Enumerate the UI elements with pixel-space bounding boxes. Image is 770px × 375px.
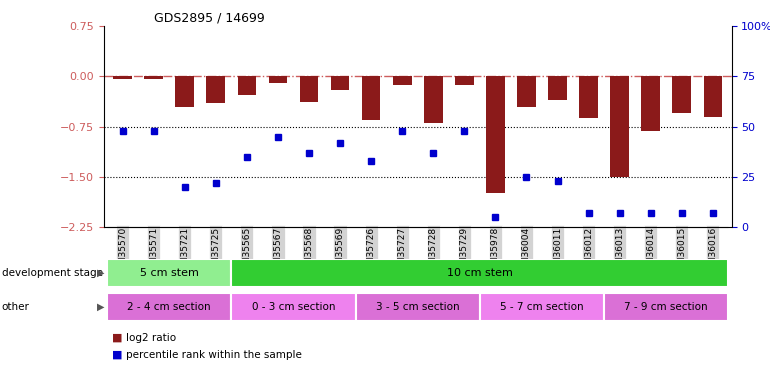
Bar [107,259,231,287]
Bar [331,76,350,90]
Bar [144,76,163,79]
Bar [548,76,567,100]
Bar [237,76,256,95]
Text: 5 - 7 cm section: 5 - 7 cm section [500,302,584,312]
Text: GDS2895 / 14699: GDS2895 / 14699 [154,11,265,24]
Text: 7 - 9 cm section: 7 - 9 cm section [624,302,708,312]
Bar [269,76,287,83]
Bar [604,292,728,321]
Bar [393,76,411,85]
Text: 5 cm stem: 5 cm stem [139,268,199,278]
Bar [176,76,194,106]
Bar [704,76,722,117]
Bar [579,76,598,118]
Bar [455,76,474,85]
Bar [113,76,132,79]
Text: other: other [2,302,29,312]
Bar [231,259,728,287]
Bar [356,292,480,321]
Text: 10 cm stem: 10 cm stem [447,268,513,278]
Bar [517,76,536,106]
Text: percentile rank within the sample: percentile rank within the sample [126,350,301,360]
Bar [362,76,380,120]
Bar [486,76,504,194]
Bar [641,76,660,131]
Text: log2 ratio: log2 ratio [126,333,176,343]
Text: 2 - 4 cm section: 2 - 4 cm section [127,302,211,312]
Bar [672,76,691,113]
Bar [480,292,604,321]
Text: 3 - 5 cm section: 3 - 5 cm section [376,302,460,312]
Bar [206,76,225,103]
Bar [231,292,356,321]
Text: ■: ■ [112,350,122,360]
Text: ▶: ▶ [97,268,105,278]
Bar [107,292,231,321]
Text: ▶: ▶ [97,302,105,312]
Bar [611,76,629,177]
Text: ■: ■ [112,333,122,343]
Bar [424,76,443,123]
Bar [300,76,318,102]
Text: development stage: development stage [2,268,102,278]
Text: 0 - 3 cm section: 0 - 3 cm section [252,302,335,312]
